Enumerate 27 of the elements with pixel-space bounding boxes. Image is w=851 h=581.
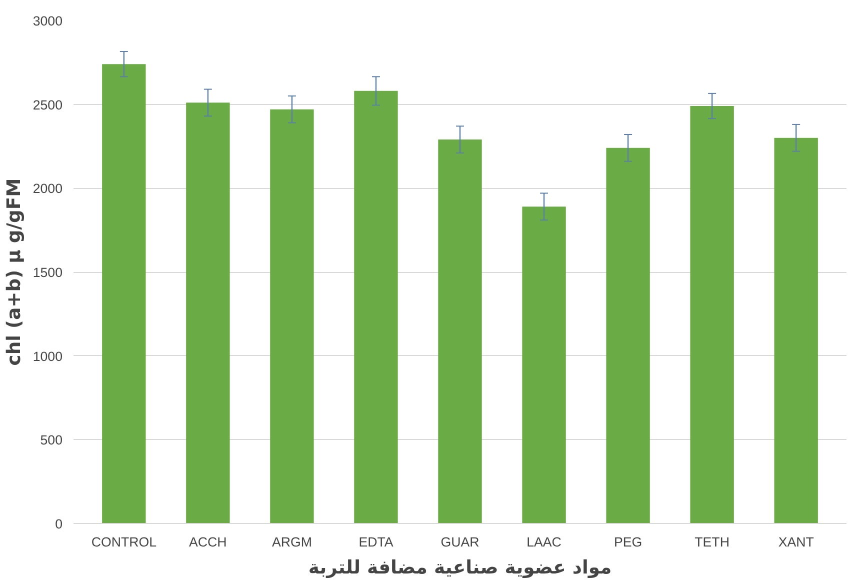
- bar: [102, 64, 146, 524]
- y-tick-label: 3000: [32, 14, 63, 28]
- x-axis-title: مواد عضوية صناعية مضافة للتربة: [308, 558, 612, 578]
- y-tick-label: 1000: [32, 348, 63, 364]
- x-tick-label: CONTROL: [91, 534, 157, 550]
- x-tick-label: ARGM: [272, 534, 312, 550]
- bar: [354, 90, 398, 524]
- x-tick-label: PEG: [614, 534, 642, 550]
- x-tick-label: XANT: [778, 534, 814, 550]
- x-tick-label: TETH: [694, 534, 730, 550]
- y-tick-label: 0: [55, 516, 63, 532]
- y-tick-label: 2500: [32, 97, 63, 112]
- bar: [690, 106, 734, 524]
- bar: [438, 140, 482, 524]
- bar: [774, 138, 818, 524]
- bar: [606, 148, 650, 524]
- x-tick-label: EDTA: [358, 534, 394, 550]
- x-tick-label: LAAC: [526, 534, 562, 550]
- y-tick-label: 1500: [32, 265, 63, 280]
- bar: [522, 206, 566, 524]
- bar: [186, 102, 230, 524]
- y-tick-label: 500: [40, 432, 63, 448]
- x-tick-label: GUAR: [440, 534, 480, 550]
- x-tick-label: ACCH: [189, 534, 227, 550]
- bar: [270, 109, 314, 524]
- y-tick-label: 2000: [32, 181, 63, 196]
- y-axis-title: chl (a+b) µ g/gFM: [4, 178, 25, 366]
